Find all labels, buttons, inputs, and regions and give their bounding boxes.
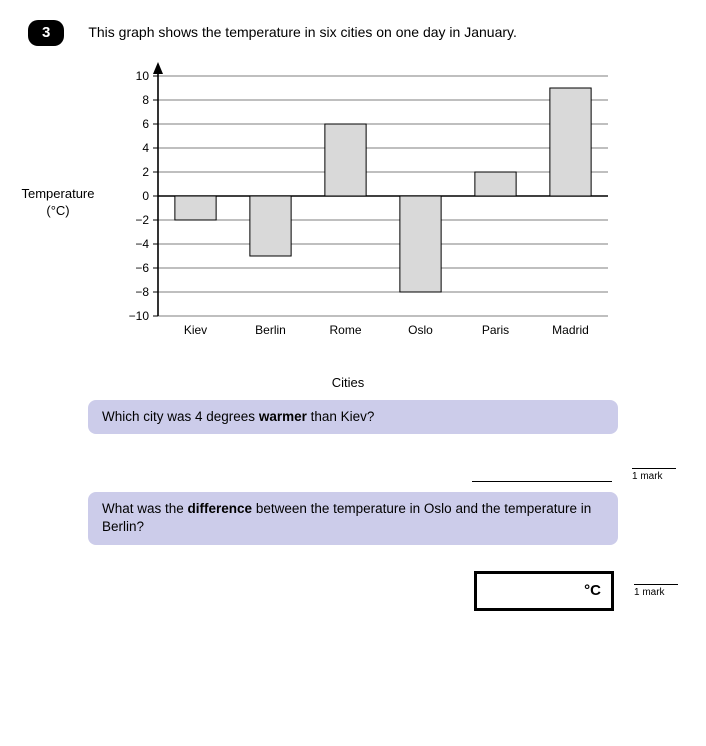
question-a-pre: Which city was 4 degrees — [102, 409, 259, 424]
question-number-badge: 3 — [28, 20, 64, 46]
svg-text:10: 10 — [136, 69, 150, 83]
question-a-bold: warmer — [259, 409, 307, 424]
svg-text:−8: −8 — [135, 285, 149, 299]
answer-b-unit: °C — [584, 582, 601, 599]
svg-text:8: 8 — [142, 93, 149, 107]
svg-text:Rome: Rome — [329, 323, 361, 337]
answer-a-line[interactable] — [472, 481, 612, 482]
svg-text:0: 0 — [142, 189, 149, 203]
mark-b: 1 mark — [634, 584, 678, 598]
y-axis-label-line1: Temperature — [22, 186, 95, 201]
svg-text:Kiev: Kiev — [184, 323, 207, 337]
mark-a: 1 mark — [632, 468, 676, 482]
question-a-banner: Which city was 4 degrees warmer than Kie… — [88, 400, 618, 434]
chart-svg: 10 8 6 4 2 0 −2 −4 −6 −8 −10 Kiev Berlin Rome Oslo Pari… — [68, 56, 628, 356]
question-a-post: than Kiev? — [307, 409, 375, 424]
answer-b-box[interactable]: °C — [474, 571, 614, 611]
svg-text:6: 6 — [142, 117, 149, 131]
svg-text:Madrid: Madrid — [552, 323, 589, 337]
y-axis-label-line2: (°C) — [46, 203, 69, 218]
svg-text:−10: −10 — [129, 309, 150, 323]
x-axis-label: Cities — [68, 375, 628, 390]
question-b-pre: What was the — [102, 501, 188, 516]
svg-text:−2: −2 — [135, 213, 149, 227]
svg-text:4: 4 — [142, 141, 149, 155]
svg-text:−6: −6 — [135, 261, 149, 275]
svg-text:Berlin: Berlin — [255, 323, 286, 337]
question-b-banner: What was the difference between the temp… — [88, 492, 618, 544]
intro-text: This graph shows the temperature in six … — [88, 20, 517, 40]
question-b-bold: difference — [188, 501, 253, 516]
svg-text:−4: −4 — [135, 237, 149, 251]
y-axis-label: Temperature (°C) — [8, 186, 108, 220]
temperature-chart: Temperature (°C) 1086420−2−4−6−8−10KievB… — [68, 56, 628, 386]
svg-text:Oslo: Oslo — [408, 323, 433, 337]
svg-text:Paris: Paris — [482, 323, 509, 337]
svg-text:2: 2 — [142, 165, 149, 179]
